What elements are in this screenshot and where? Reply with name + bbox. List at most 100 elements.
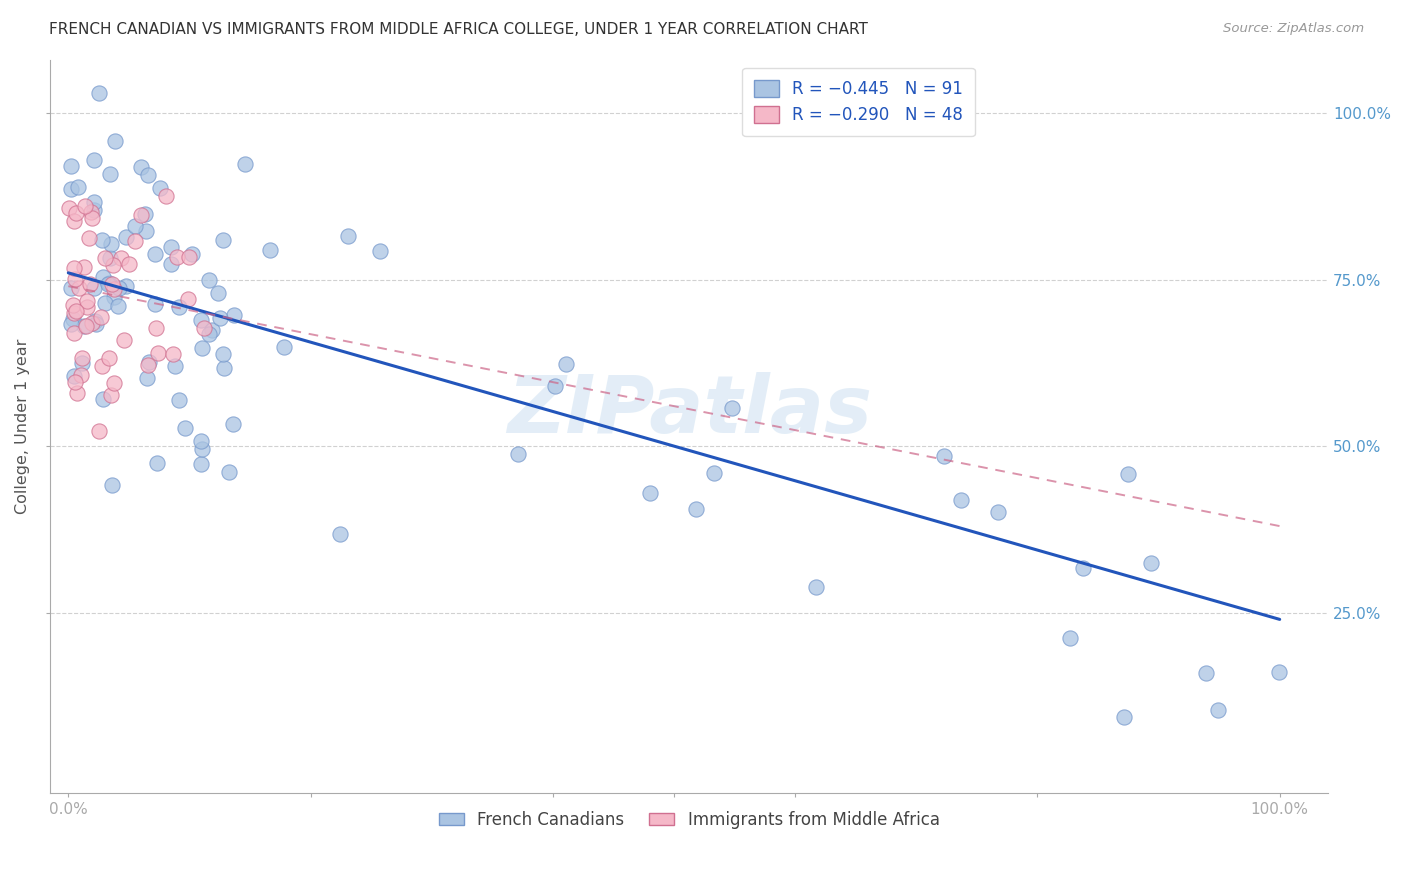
Point bbox=[66, 179, 89, 194]
Point bbox=[124, 234, 146, 248]
Point bbox=[208, 310, 231, 325]
Point bbox=[506, 447, 529, 461]
Point bbox=[177, 292, 200, 306]
Point bbox=[58, 201, 80, 215]
Point bbox=[190, 457, 212, 471]
Point bbox=[65, 304, 87, 318]
Point bbox=[115, 230, 138, 244]
Point bbox=[1114, 710, 1136, 724]
Point bbox=[136, 358, 159, 372]
Point bbox=[59, 318, 82, 332]
Point bbox=[91, 392, 114, 406]
Text: FRENCH CANADIAN VS IMMIGRANTS FROM MIDDLE AFRICA COLLEGE, UNDER 1 YEAR CORRELATI: FRENCH CANADIAN VS IMMIGRANTS FROM MIDDL… bbox=[49, 22, 868, 37]
Point bbox=[146, 346, 169, 360]
Point bbox=[218, 465, 240, 479]
Point bbox=[63, 326, 86, 340]
Y-axis label: College, Under 1 year: College, Under 1 year bbox=[15, 338, 30, 514]
Point bbox=[145, 321, 167, 335]
Point bbox=[118, 257, 141, 271]
Point bbox=[84, 314, 107, 328]
Point bbox=[73, 260, 96, 274]
Point bbox=[129, 208, 152, 222]
Point bbox=[75, 319, 97, 334]
Point bbox=[94, 251, 117, 265]
Point bbox=[63, 214, 86, 228]
Point bbox=[60, 281, 83, 295]
Point bbox=[160, 240, 183, 254]
Point bbox=[1140, 557, 1163, 571]
Point bbox=[103, 282, 125, 296]
Point bbox=[162, 347, 184, 361]
Point bbox=[155, 189, 177, 203]
Point bbox=[1208, 703, 1230, 717]
Point bbox=[554, 357, 576, 371]
Point bbox=[79, 205, 101, 219]
Point bbox=[224, 308, 246, 322]
Point bbox=[169, 300, 191, 314]
Point bbox=[115, 279, 138, 293]
Point bbox=[103, 258, 125, 272]
Point bbox=[100, 237, 122, 252]
Point bbox=[368, 244, 391, 258]
Point bbox=[65, 206, 87, 220]
Point bbox=[149, 180, 172, 194]
Point bbox=[98, 167, 121, 181]
Point bbox=[83, 194, 105, 209]
Point bbox=[273, 340, 295, 354]
Point bbox=[70, 351, 93, 366]
Point bbox=[107, 299, 129, 313]
Point bbox=[212, 234, 235, 248]
Point bbox=[98, 351, 121, 365]
Point bbox=[101, 478, 124, 492]
Point bbox=[83, 202, 105, 217]
Point bbox=[98, 276, 121, 290]
Point bbox=[174, 420, 197, 434]
Point bbox=[79, 231, 101, 245]
Point bbox=[89, 424, 111, 438]
Point bbox=[1267, 665, 1289, 679]
Point bbox=[91, 359, 114, 374]
Point bbox=[90, 233, 112, 247]
Point bbox=[76, 300, 98, 314]
Point bbox=[72, 356, 94, 370]
Point bbox=[84, 318, 107, 332]
Point bbox=[703, 466, 725, 480]
Point bbox=[197, 273, 219, 287]
Point bbox=[987, 505, 1010, 519]
Point bbox=[129, 160, 152, 174]
Point bbox=[259, 243, 281, 257]
Point bbox=[79, 277, 101, 291]
Point bbox=[83, 153, 105, 167]
Point bbox=[180, 246, 202, 260]
Point bbox=[100, 388, 122, 402]
Point bbox=[83, 281, 105, 295]
Point bbox=[103, 376, 125, 390]
Point bbox=[62, 306, 84, 320]
Point bbox=[638, 485, 661, 500]
Point bbox=[108, 281, 131, 295]
Point bbox=[1071, 561, 1094, 575]
Point bbox=[124, 219, 146, 233]
Point bbox=[138, 168, 160, 182]
Point bbox=[60, 182, 83, 196]
Point bbox=[101, 277, 124, 292]
Point bbox=[146, 456, 169, 470]
Point bbox=[72, 319, 94, 334]
Point bbox=[89, 86, 111, 100]
Point bbox=[63, 260, 86, 275]
Point bbox=[191, 442, 214, 456]
Point bbox=[207, 286, 229, 301]
Point bbox=[329, 527, 352, 541]
Point bbox=[63, 375, 86, 389]
Point bbox=[90, 310, 112, 324]
Point bbox=[1059, 631, 1081, 645]
Point bbox=[212, 347, 235, 361]
Point bbox=[66, 385, 89, 400]
Point bbox=[191, 341, 214, 355]
Point bbox=[143, 297, 166, 311]
Point bbox=[94, 296, 117, 310]
Point bbox=[62, 312, 84, 326]
Point bbox=[97, 277, 120, 291]
Point bbox=[62, 369, 84, 384]
Point bbox=[134, 207, 156, 221]
